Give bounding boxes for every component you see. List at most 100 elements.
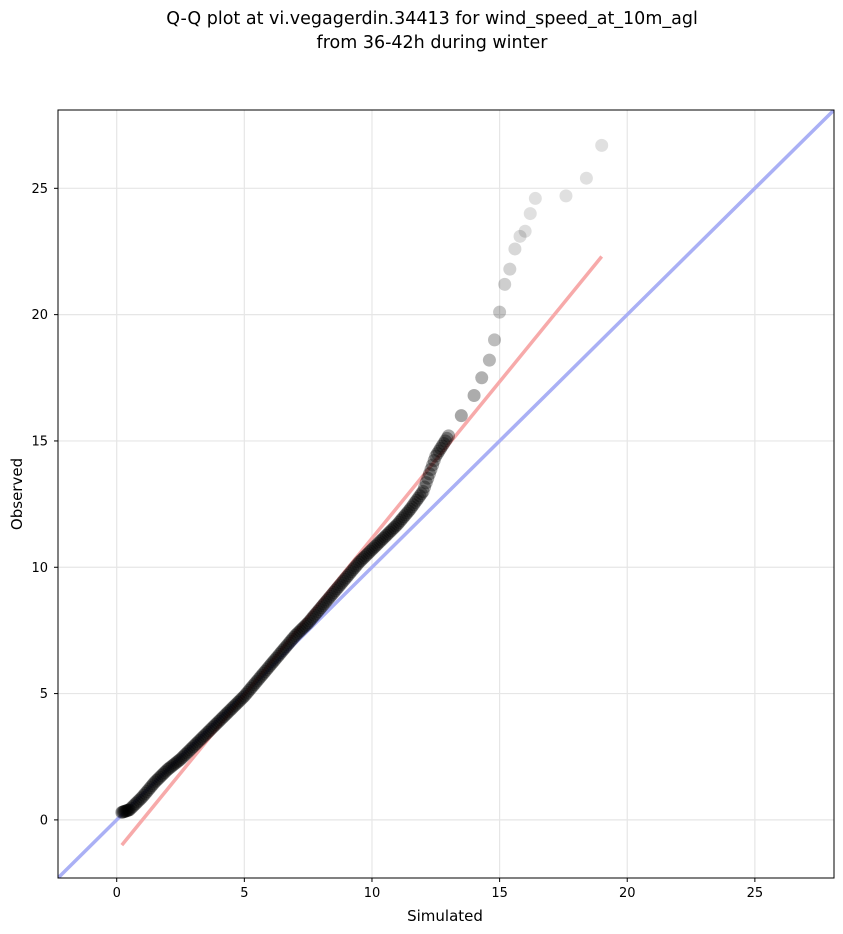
qq-point — [346, 563, 360, 577]
qq-point — [311, 604, 325, 618]
y-axis-label: Observed — [8, 458, 26, 530]
qq-point — [405, 500, 419, 514]
qq-point — [371, 536, 385, 550]
qq-point — [242, 683, 256, 697]
qq-point — [239, 687, 253, 701]
qq-point — [279, 640, 293, 654]
qq-point — [140, 784, 154, 798]
qq-point — [400, 506, 414, 520]
fit-line — [120, 255, 604, 847]
qq-point — [166, 759, 180, 773]
qq-point — [482, 353, 496, 367]
qq-point — [387, 520, 401, 534]
qq-point — [402, 504, 416, 518]
qq-point — [185, 741, 199, 755]
qq-point — [162, 761, 176, 775]
qq-point — [338, 572, 352, 586]
qq-point — [130, 795, 144, 809]
chart-title-line-1: Q-Q plot at vi.vegagerdin.34413 for wind… — [166, 9, 698, 29]
qq-point — [241, 685, 255, 699]
qq-point — [117, 805, 131, 819]
qq-point — [306, 610, 320, 624]
qq-point — [376, 532, 390, 546]
qq-point — [432, 444, 446, 458]
qq-point — [397, 510, 411, 524]
qq-point — [132, 793, 146, 807]
qq-point — [327, 586, 341, 600]
qq-point — [274, 646, 288, 660]
qq-point — [328, 584, 342, 598]
y-tick-label: 20 — [31, 308, 48, 323]
qq-point — [120, 804, 134, 818]
qq-point — [118, 804, 132, 818]
qq-point — [319, 595, 333, 609]
qq-point — [191, 735, 205, 749]
qq-point — [312, 603, 326, 617]
qq-point — [418, 480, 432, 494]
qq-point — [159, 764, 173, 778]
qq-point — [341, 568, 355, 582]
qq-point — [595, 138, 609, 152]
qq-point — [508, 242, 522, 256]
qq-point — [413, 489, 427, 503]
qq-point — [284, 634, 298, 648]
qq-point — [142, 783, 156, 797]
qq-point — [513, 229, 527, 243]
x-tick-label: 20 — [619, 886, 636, 901]
qq-point — [437, 436, 451, 450]
qq-point — [174, 752, 188, 766]
qq-point — [256, 666, 270, 680]
qq-point — [250, 674, 264, 688]
qq-point — [467, 388, 481, 402]
qq-point — [218, 708, 232, 722]
x-tick-label: 10 — [364, 886, 381, 901]
qq-point — [225, 702, 239, 716]
qq-point — [301, 616, 315, 630]
qq-point — [370, 538, 384, 552]
qq-point — [333, 578, 347, 592]
qq-point — [204, 722, 218, 736]
qq-point — [146, 777, 160, 791]
qq-point — [260, 663, 274, 677]
qq-point — [145, 779, 159, 793]
qq-point — [182, 744, 196, 758]
qq-point — [430, 447, 444, 461]
qq-point — [503, 262, 517, 276]
qq-point — [475, 371, 489, 385]
qq-point — [151, 772, 165, 786]
qq-point — [360, 547, 374, 561]
qq-point — [422, 467, 436, 481]
qq-point — [169, 756, 183, 770]
qq-point — [209, 718, 223, 732]
qq-point — [406, 498, 420, 512]
qq-point — [121, 803, 135, 817]
qq-point — [351, 557, 365, 571]
qq-point — [180, 746, 194, 760]
qq-point — [229, 697, 243, 711]
qq-point — [579, 171, 593, 185]
qq-point — [331, 580, 345, 594]
qq-point — [175, 751, 189, 765]
qq-point — [293, 624, 307, 638]
qq-point — [236, 691, 250, 705]
qq-point — [253, 670, 267, 684]
qq-point — [196, 730, 210, 744]
qq-point — [189, 736, 203, 750]
qq-point — [408, 496, 422, 510]
qq-point — [223, 703, 237, 717]
qq-point — [322, 591, 336, 605]
qq-point — [263, 659, 277, 673]
qq-point — [237, 689, 251, 703]
x-tick-label: 15 — [491, 886, 508, 901]
qq-point — [258, 664, 272, 678]
y-tick-label: 10 — [31, 561, 48, 576]
qq-point — [309, 606, 323, 620]
qq-point — [429, 449, 443, 463]
qq-point — [226, 700, 240, 714]
qq-point — [386, 522, 400, 536]
qq-point — [395, 512, 409, 526]
qq-point — [384, 524, 398, 538]
qq-point — [220, 706, 234, 720]
qq-point — [161, 762, 175, 776]
